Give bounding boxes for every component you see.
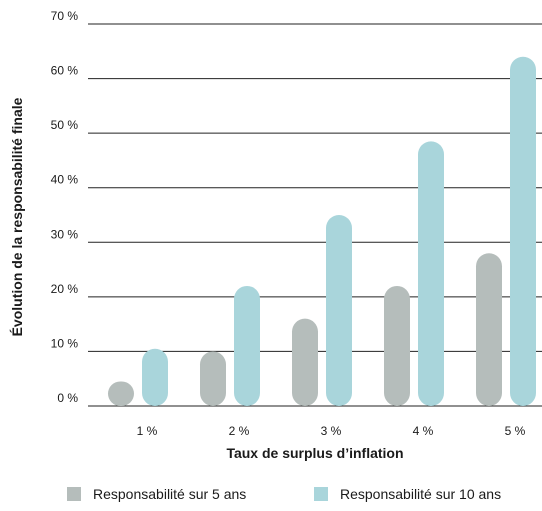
- legend-swatch-10-ans: [314, 487, 328, 501]
- legend-item-10-ans: Responsabilité sur 10 ans: [314, 486, 501, 502]
- y-tick-label: 30 %: [51, 227, 79, 241]
- y-tick-label: 60 %: [51, 64, 79, 78]
- y-tick-label: 70 %: [51, 9, 79, 23]
- bar-10-ans: [510, 56, 536, 406]
- bar-10-ans: [234, 285, 260, 406]
- bar-10-ans: [326, 215, 352, 406]
- bar-5-ans: [384, 285, 410, 406]
- x-tick-label: 5 %: [505, 424, 526, 438]
- bars: [108, 56, 536, 407]
- y-axis-title: Évolution de la responsabilité finale: [9, 97, 25, 336]
- bar-chart: 0 % 10 % 20 % 30 % 40 % 50 % 60 % 70 % 1 % 2 % 3 …: [9, 9, 542, 461]
- x-axis-ticks: 1 % 2 % 3 % 4 % 5 %: [137, 424, 526, 438]
- y-tick-label: 40 %: [51, 173, 79, 187]
- bar-5-ans: [200, 351, 226, 406]
- x-tick-label: 1 %: [137, 424, 158, 438]
- bar-5-ans: [476, 253, 502, 406]
- x-tick-label: 3 %: [321, 424, 342, 438]
- legend: Responsabilité sur 5 ans Responsabilité …: [0, 486, 542, 508]
- y-axis-ticks: 0 % 10 % 20 % 30 % 40 % 50 % 60 % 70 %: [51, 9, 79, 405]
- legend-swatch-5-ans: [67, 487, 81, 501]
- gridlines: [88, 23, 542, 407]
- y-tick-label: 0 %: [57, 391, 78, 405]
- y-tick-label: 10 %: [51, 336, 79, 350]
- y-tick-label: 50 %: [51, 118, 79, 132]
- bar-10-ans: [142, 348, 168, 406]
- legend-label-10-ans: Responsabilité sur 10 ans: [340, 486, 502, 502]
- bar-5-ans: [108, 381, 134, 406]
- bar-10-ans: [418, 141, 444, 407]
- bar-5-ans: [292, 318, 318, 406]
- x-axis-title: Taux de surplus d’inflation: [226, 445, 403, 461]
- x-tick-label: 4 %: [413, 424, 434, 438]
- y-tick-label: 20 %: [51, 282, 79, 296]
- legend-label-5-ans: Responsabilité sur 5 ans: [93, 486, 247, 502]
- x-tick-label: 2 %: [229, 424, 250, 438]
- legend-item-5-ans: Responsabilité sur 5 ans: [67, 486, 246, 502]
